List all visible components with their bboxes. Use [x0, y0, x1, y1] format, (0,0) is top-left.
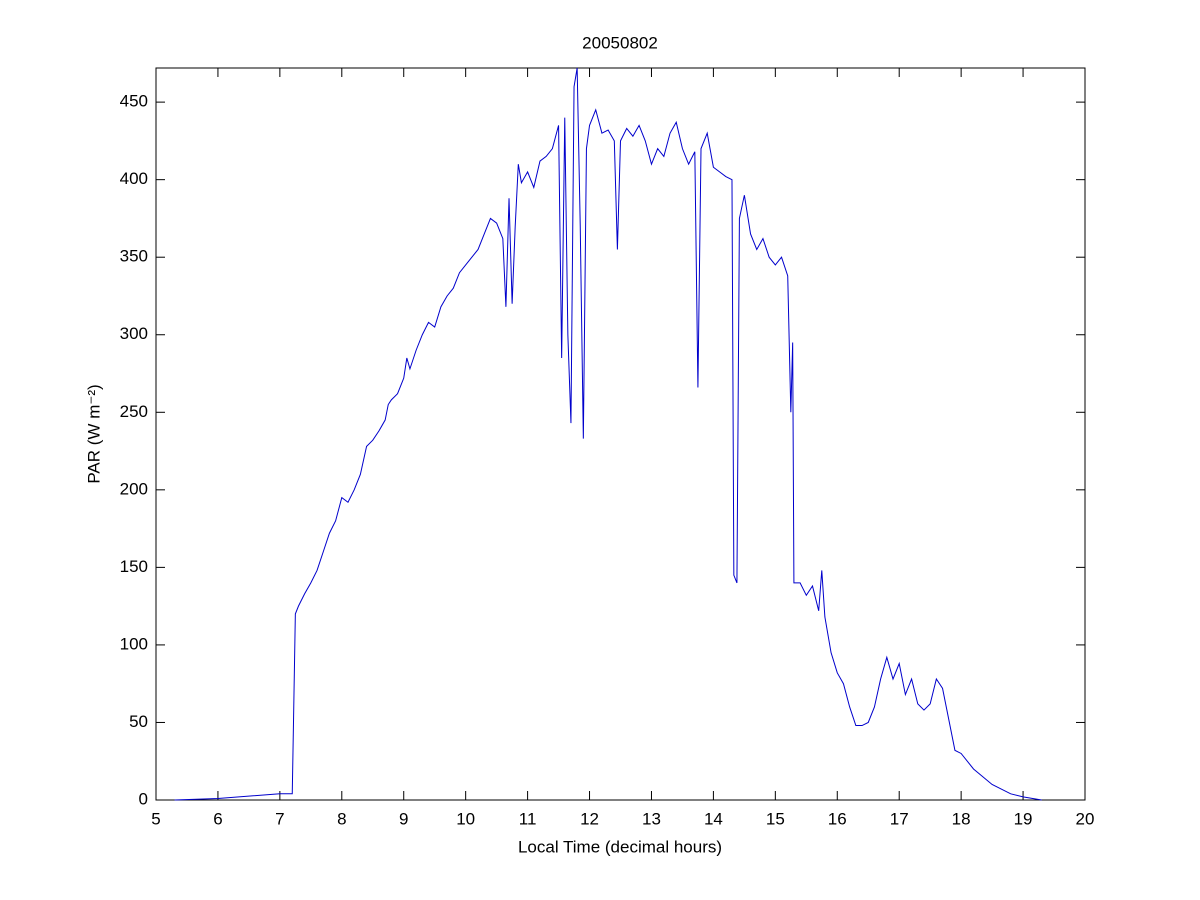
x-tick-label: 8	[337, 809, 346, 828]
y-tick-label: 300	[120, 324, 148, 343]
x-tick-label: 13	[642, 809, 661, 828]
y-tick-label: 50	[129, 712, 148, 731]
y-tick-label: 150	[120, 557, 148, 576]
y-tick-label: 250	[120, 402, 148, 421]
y-tick-label: 200	[120, 479, 148, 498]
data-line	[174, 67, 1042, 801]
x-tick-label: 16	[828, 809, 847, 828]
x-tick-label: 10	[456, 809, 475, 828]
chart-title: 20050802	[582, 33, 658, 52]
x-tick-label: 17	[890, 809, 909, 828]
x-tick-label: 15	[766, 809, 785, 828]
y-tick-label: 100	[120, 634, 148, 653]
x-tick-label: 9	[399, 809, 408, 828]
x-tick-label: 18	[952, 809, 971, 828]
y-tick-label: 450	[120, 92, 148, 111]
y-tick-label: 0	[139, 789, 148, 808]
x-tick-label: 20	[1076, 809, 1095, 828]
x-tick-label: 5	[151, 809, 160, 828]
y-tick-label: 400	[120, 169, 148, 188]
x-tick-label: 14	[704, 809, 723, 828]
x-tick-label: 7	[275, 809, 284, 828]
y-axis-label: PAR (W m⁻²)	[84, 384, 103, 483]
x-tick-label: 12	[580, 809, 599, 828]
x-tick-label: 6	[213, 809, 222, 828]
x-axis-label: Local Time (decimal hours)	[518, 837, 722, 856]
y-tick-label: 350	[120, 247, 148, 266]
x-tick-label: 19	[1014, 809, 1033, 828]
plot-area	[155, 67, 1086, 801]
x-tick-label: 11	[519, 809, 537, 828]
